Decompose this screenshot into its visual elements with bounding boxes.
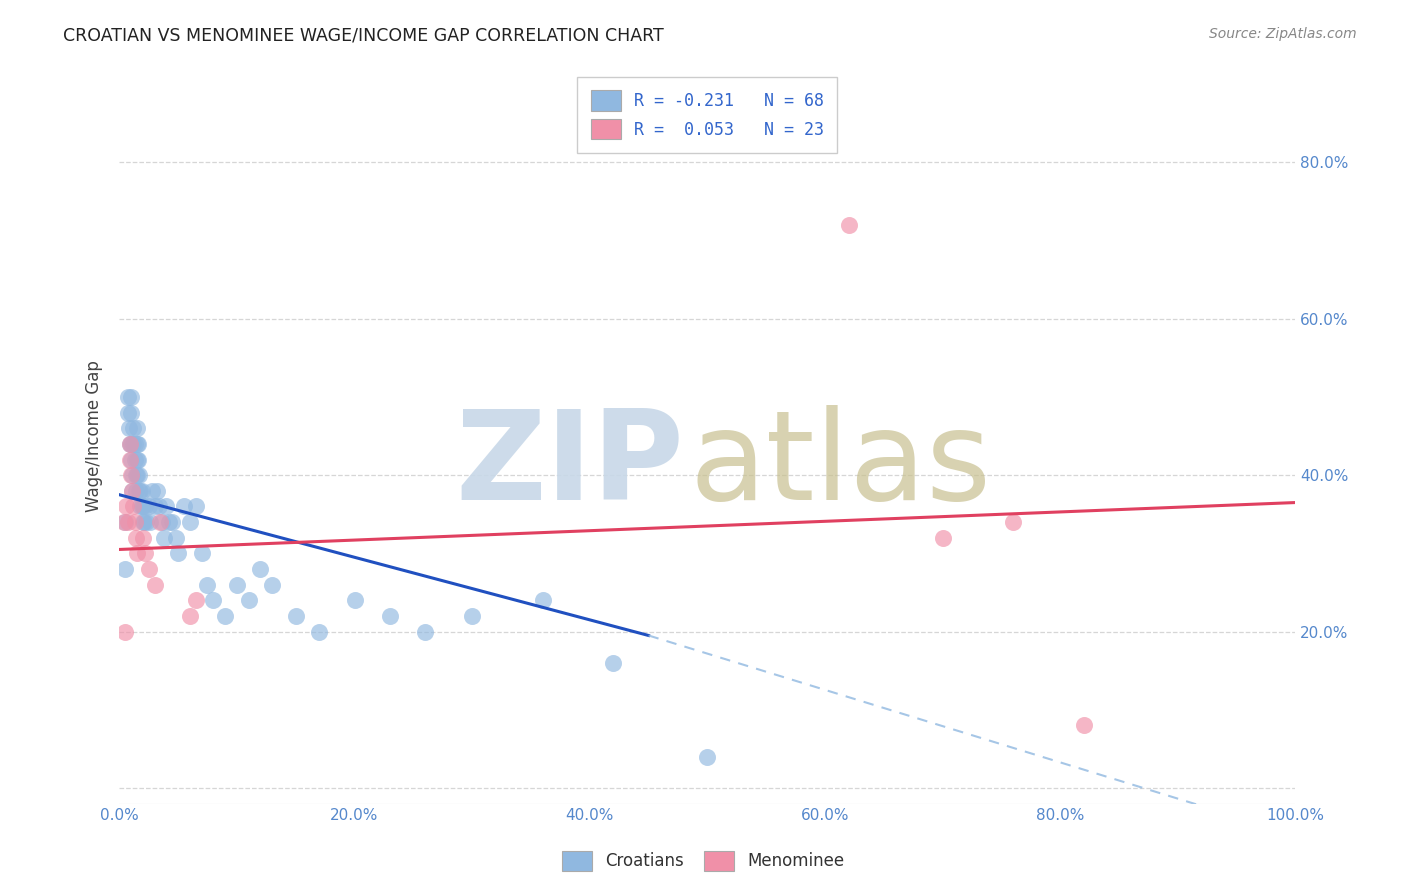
Point — [117, 390, 139, 404]
Point — [114, 624, 136, 639]
Legend: Croatians, Menominee: Croatians, Menominee — [554, 842, 852, 880]
Point — [160, 515, 183, 529]
Point — [343, 593, 366, 607]
Point — [120, 390, 142, 404]
Point — [117, 515, 139, 529]
Point — [125, 421, 148, 435]
Point — [112, 515, 135, 529]
Point — [127, 452, 149, 467]
Text: atlas: atlas — [690, 405, 991, 526]
Point — [117, 406, 139, 420]
Point — [125, 483, 148, 498]
Point — [149, 515, 172, 529]
Point — [131, 500, 153, 514]
Point — [134, 546, 156, 560]
Point — [214, 609, 236, 624]
Point — [118, 452, 141, 467]
Point — [132, 515, 155, 529]
Point — [931, 531, 953, 545]
Point — [531, 593, 554, 607]
Point — [148, 500, 170, 514]
Point — [121, 483, 143, 498]
Point — [125, 468, 148, 483]
Point — [139, 515, 162, 529]
Text: CROATIAN VS MENOMINEE WAGE/INCOME GAP CORRELATION CHART: CROATIAN VS MENOMINEE WAGE/INCOME GAP CO… — [63, 27, 664, 45]
Point — [124, 437, 146, 451]
Point — [153, 531, 176, 545]
Point — [121, 468, 143, 483]
Point — [118, 421, 141, 435]
Point — [114, 515, 136, 529]
Point — [197, 577, 219, 591]
Point — [143, 577, 166, 591]
Point — [125, 531, 148, 545]
Point — [128, 483, 150, 498]
Text: Source: ZipAtlas.com: Source: ZipAtlas.com — [1209, 27, 1357, 41]
Point — [837, 218, 859, 232]
Legend: R = -0.231   N = 68, R =  0.053   N = 23: R = -0.231 N = 68, R = 0.053 N = 23 — [578, 77, 838, 153]
Point — [120, 406, 142, 420]
Point — [179, 515, 201, 529]
Point — [132, 531, 155, 545]
Point — [129, 483, 152, 498]
Point — [179, 609, 201, 624]
Point — [378, 609, 401, 624]
Point — [118, 437, 141, 451]
Point — [125, 452, 148, 467]
Point — [1002, 515, 1025, 529]
Point — [125, 546, 148, 560]
Point — [284, 609, 307, 624]
Point — [1073, 718, 1095, 732]
Point — [202, 593, 225, 607]
Point — [129, 500, 152, 514]
Point — [122, 437, 145, 451]
Point — [132, 515, 155, 529]
Point — [165, 531, 187, 545]
Point — [127, 437, 149, 451]
Point — [190, 546, 212, 560]
Point — [413, 624, 436, 639]
Point — [155, 500, 177, 514]
Point — [124, 515, 146, 529]
Point — [146, 483, 169, 498]
Point — [125, 437, 148, 451]
Point — [114, 562, 136, 576]
Point — [167, 546, 190, 560]
Point — [138, 562, 160, 576]
Point — [120, 452, 142, 467]
Point — [308, 624, 330, 639]
Point — [184, 500, 207, 514]
Point — [461, 609, 484, 624]
Point — [143, 500, 166, 514]
Point — [249, 562, 271, 576]
Point — [184, 593, 207, 607]
Point — [122, 421, 145, 435]
Point — [262, 577, 284, 591]
Point — [122, 500, 145, 514]
Point — [121, 483, 143, 498]
Point — [128, 468, 150, 483]
Point — [115, 500, 138, 514]
Point — [134, 500, 156, 514]
Point — [138, 500, 160, 514]
Point — [173, 500, 195, 514]
Point — [225, 577, 247, 591]
Point — [120, 468, 142, 483]
Point — [135, 515, 157, 529]
Point — [131, 483, 153, 498]
Point — [238, 593, 260, 607]
Point — [124, 452, 146, 467]
Point — [141, 483, 163, 498]
Point — [150, 515, 173, 529]
Point — [120, 437, 142, 451]
Text: ZIP: ZIP — [456, 405, 683, 526]
Point — [132, 500, 155, 514]
Y-axis label: Wage/Income Gap: Wage/Income Gap — [86, 360, 103, 512]
Point — [157, 515, 180, 529]
Point — [696, 749, 718, 764]
Point — [118, 437, 141, 451]
Point — [125, 468, 148, 483]
Point — [602, 656, 624, 670]
